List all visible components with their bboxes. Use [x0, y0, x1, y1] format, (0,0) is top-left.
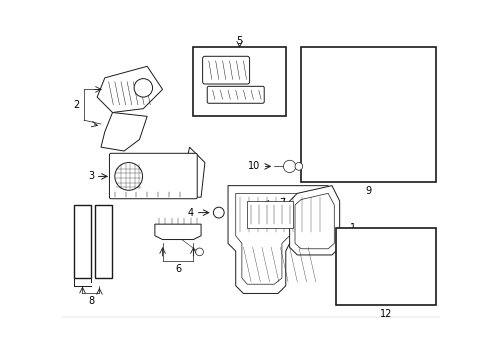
Text: 2: 2	[73, 100, 79, 110]
FancyBboxPatch shape	[203, 56, 249, 84]
Polygon shape	[101, 112, 147, 151]
Text: 9: 9	[365, 186, 371, 195]
Circle shape	[196, 248, 203, 256]
Polygon shape	[290, 186, 340, 255]
FancyBboxPatch shape	[207, 86, 264, 103]
Bar	[95, 205, 112, 278]
Bar	[74, 205, 91, 278]
Polygon shape	[155, 224, 201, 239]
Circle shape	[295, 163, 303, 170]
Polygon shape	[188, 147, 205, 197]
Bar	[247, 201, 294, 228]
Polygon shape	[228, 186, 332, 293]
Text: 7: 7	[279, 198, 285, 208]
Circle shape	[214, 207, 224, 218]
Text: 6: 6	[175, 264, 181, 274]
Circle shape	[134, 78, 152, 97]
Text: 8: 8	[88, 296, 94, 306]
Circle shape	[283, 160, 296, 172]
Bar	[301, 47, 436, 182]
Text: 1: 1	[350, 223, 356, 233]
Text: 4: 4	[187, 208, 194, 217]
Polygon shape	[97, 66, 163, 112]
FancyBboxPatch shape	[109, 153, 197, 199]
Text: 3: 3	[88, 171, 94, 181]
Bar	[194, 47, 286, 116]
Text: 12: 12	[380, 309, 392, 319]
Text: 11: 11	[260, 208, 272, 217]
Bar	[336, 228, 436, 305]
Text: 5: 5	[237, 36, 243, 45]
Circle shape	[115, 163, 143, 190]
Text: 10: 10	[248, 161, 260, 171]
